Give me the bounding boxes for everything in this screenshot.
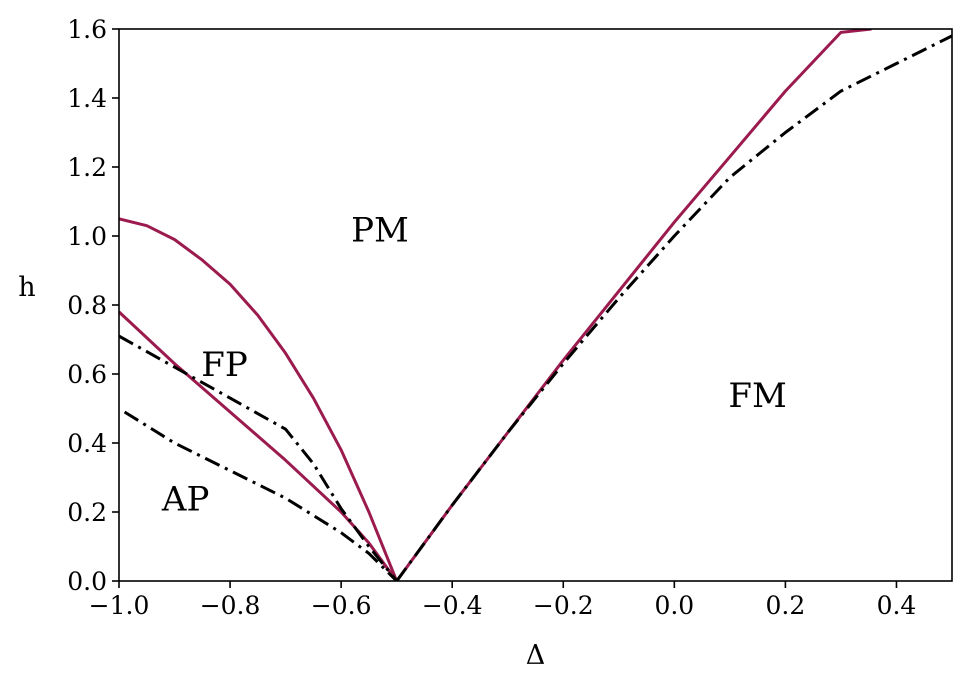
y-axis-label: h	[18, 272, 35, 303]
ticks-layer: −1.0 −0.8 −0.6 −0.4 −0.2 0.0 0.2 0.4 0.0 0.2 0.4 0.…	[67, 15, 916, 620]
region-label-fm: FM	[728, 376, 786, 416]
region-label-ap: AP	[161, 480, 209, 520]
solid-boundary-line-0	[119, 217, 399, 581]
x-tick-label: −0.4	[422, 591, 483, 620]
solid-boundary-line-2	[395, 29, 872, 581]
y-tick-label: 1.4	[67, 84, 107, 113]
axes-layer	[118, 28, 953, 582]
curves-layer	[119, 29, 952, 581]
y-tick-label: 1.2	[67, 153, 107, 182]
y-tick-label: 0.6	[67, 360, 107, 389]
region-label-pm: PM	[351, 211, 409, 251]
y-tick-label: 0.2	[67, 498, 107, 527]
y-tick-label: 1.0	[67, 222, 107, 251]
annotations-layer: PM FP FM AP	[161, 211, 787, 520]
y-tick-label: 0.0	[67, 567, 107, 596]
dashdot-boundary-line-4	[123, 410, 398, 581]
x-tick-label: 0.2	[766, 591, 806, 620]
y-tick-label: 0.4	[67, 429, 107, 458]
x-tick-label: 0.4	[877, 591, 917, 620]
y-tick-label: 1.6	[67, 15, 107, 44]
x-axis-label: Δ	[526, 640, 546, 671]
x-tick-label: −0.6	[311, 591, 372, 620]
x-tick-label: −1.0	[89, 591, 150, 620]
x-tick-label: −0.8	[200, 591, 261, 620]
dashdot-boundary-line-5	[395, 34, 952, 581]
solid-boundary-line-1	[119, 310, 398, 581]
x-tick-label: 0.0	[654, 591, 694, 620]
x-tick-label: −0.2	[533, 591, 594, 620]
y-tick-label: 0.8	[67, 291, 107, 320]
region-label-fp: FP	[201, 345, 247, 385]
plot-frame	[118, 28, 953, 582]
dashdot-boundary-line-3	[119, 334, 398, 581]
